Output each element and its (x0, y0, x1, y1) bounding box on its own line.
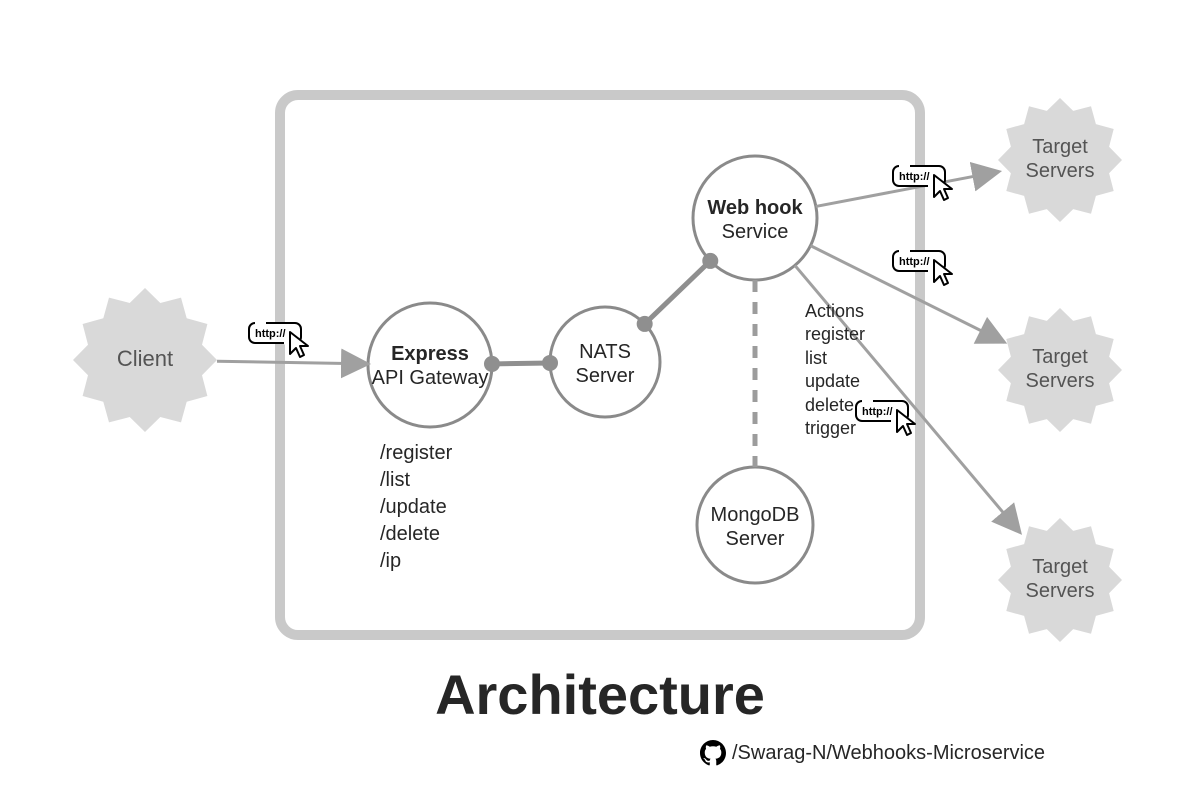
target3-line2: Servers (1026, 580, 1095, 602)
express-routes: /register/list/update/delete/ip (380, 440, 452, 575)
action-item: list (805, 347, 865, 370)
target2-line1: Target (1032, 346, 1088, 368)
nats-title: NATS (560, 340, 650, 364)
svg-text:http://: http:// (862, 406, 893, 418)
mongodb-title: MongoDB (697, 503, 813, 527)
mongodb-node-label: MongoDB Server (697, 503, 813, 551)
webhook-node-label: Web hook Service (693, 196, 817, 244)
footer: /Swarag-N/Webhooks-Microservice (700, 740, 1045, 766)
http-marker: http:// (248, 322, 324, 371)
target1-line1: Target (1032, 136, 1088, 158)
mongodb-subtitle: Server (697, 527, 813, 551)
route-item: /delete (380, 521, 452, 548)
target1-line2: Servers (1026, 160, 1095, 182)
route-item: /ip (380, 548, 452, 575)
route-item: /update (380, 494, 452, 521)
express-node-label: Express API Gateway (368, 342, 492, 390)
nats-node-label: NATS Server (560, 340, 650, 388)
http-marker: http:// (892, 250, 968, 299)
diagram-title: Architecture (0, 662, 1200, 727)
nats-subtitle: Server (560, 364, 650, 388)
target2-line2: Servers (1026, 370, 1095, 392)
action-item: register (805, 323, 865, 346)
webhook-subtitle: Service (693, 220, 817, 244)
express-title: Express (368, 342, 492, 366)
svg-text:http://: http:// (255, 328, 286, 340)
svg-text:http://: http:// (899, 171, 930, 183)
target1-label: Target Servers (1020, 135, 1100, 183)
github-icon (700, 740, 726, 766)
client-label: Client (103, 346, 187, 372)
http-marker: http:// (855, 400, 931, 449)
actions-title: Actions (805, 300, 865, 323)
route-item: /list (380, 467, 452, 494)
architecture-diagram: Client Express API Gateway NATS Server W… (0, 0, 1200, 800)
svg-text:http://: http:// (899, 256, 930, 268)
express-subtitle: API Gateway (368, 366, 492, 390)
footer-text: /Swarag-N/Webhooks-Microservice (732, 742, 1045, 765)
webhook-title: Web hook (693, 196, 817, 220)
action-item: update (805, 370, 865, 393)
target3-line1: Target (1032, 556, 1088, 578)
target3-label: Target Servers (1020, 555, 1100, 603)
route-item: /register (380, 440, 452, 467)
target2-label: Target Servers (1020, 345, 1100, 393)
http-marker: http:// (892, 165, 968, 214)
